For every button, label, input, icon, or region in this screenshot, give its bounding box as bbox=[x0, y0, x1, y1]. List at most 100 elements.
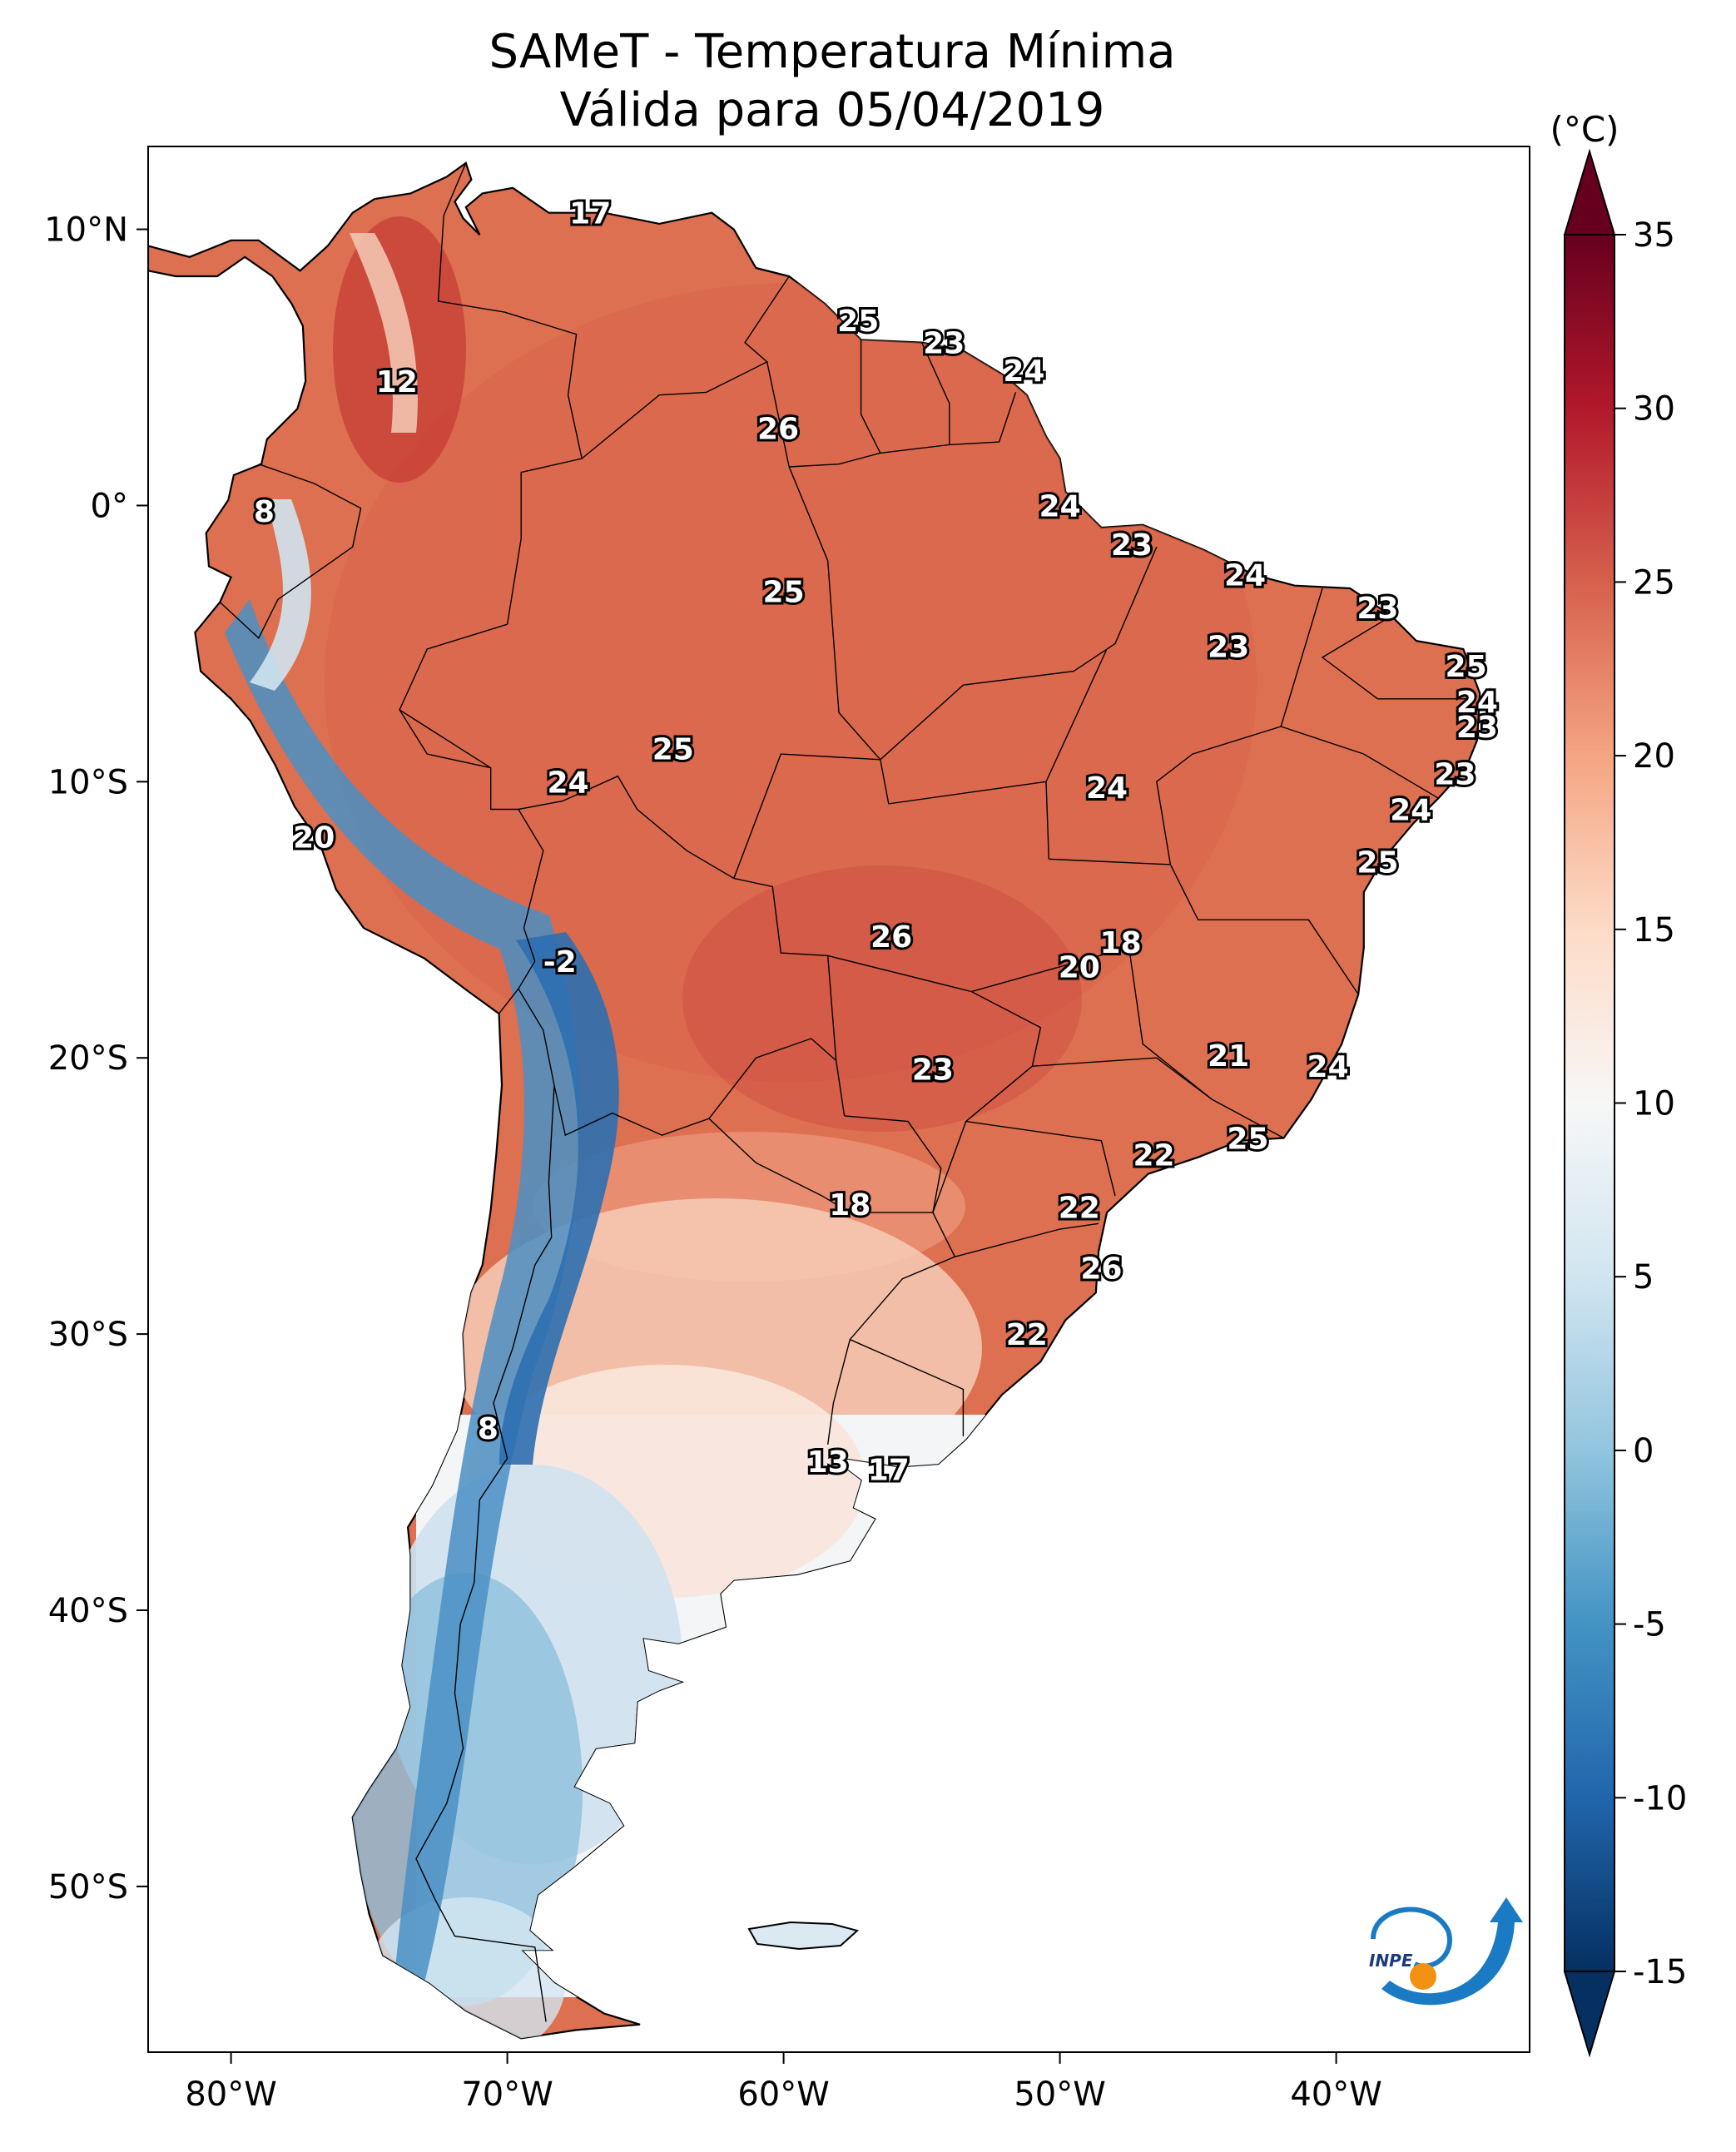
colorbar-tick-label: 15 bbox=[1633, 911, 1675, 950]
border-line bbox=[415, 1085, 555, 2022]
temperature-label: 17 bbox=[868, 1454, 910, 1488]
temperature-label: -2 bbox=[543, 945, 577, 979]
lat-tick-label: 0° bbox=[91, 487, 128, 525]
temperature-label: 24 bbox=[1307, 1050, 1349, 1084]
temperature-label: 18 bbox=[829, 1188, 870, 1222]
colorbar-tick-label: -15 bbox=[1633, 1953, 1687, 1991]
map-title: SAMeT - Temperatura Mínima Válida para 0… bbox=[0, 23, 1664, 140]
border-line bbox=[880, 342, 950, 454]
temperature-label: 25 bbox=[1446, 650, 1487, 684]
colorbar-tick-label: 25 bbox=[1633, 563, 1675, 602]
lon-tick-label: 40°W bbox=[1290, 2075, 1381, 2114]
border-line bbox=[766, 340, 881, 468]
colorbar-tick-label: -5 bbox=[1633, 1606, 1666, 1644]
temperature-label: 23 bbox=[1208, 631, 1249, 665]
temperature-label: 24 bbox=[1224, 558, 1266, 593]
temperature-label: 26 bbox=[870, 920, 912, 955]
border-line bbox=[219, 464, 362, 639]
temperature-label: 24 bbox=[1456, 686, 1498, 720]
temperature-label: 21 bbox=[1208, 1039, 1249, 1074]
latitude-axis: 10°N 0° 10°S 20°S 30°S 40°S 50°S bbox=[44, 211, 148, 1907]
logo-swoosh bbox=[1371, 1907, 1452, 1969]
temperature-label: 20 bbox=[1059, 951, 1100, 985]
border-line bbox=[1169, 864, 1359, 995]
border-line bbox=[827, 1212, 956, 1445]
border-line bbox=[1280, 726, 1439, 799]
colorbar-tick-label: 0 bbox=[1633, 1432, 1654, 1470]
temperature-label: 20 bbox=[293, 821, 335, 855]
border-line bbox=[399, 623, 544, 1014]
colorbar-tick-label: 30 bbox=[1633, 390, 1675, 429]
border-line bbox=[788, 466, 881, 761]
temperature-label: 8 bbox=[254, 495, 275, 529]
lat-tick-label: 10°S bbox=[48, 763, 128, 801]
temperature-label: 22 bbox=[1133, 1138, 1174, 1173]
political-borders bbox=[219, 162, 1475, 2022]
temperature-label: 23 bbox=[1111, 528, 1153, 563]
temperature-label: 18 bbox=[1100, 926, 1142, 960]
temperature-label: 24 bbox=[548, 766, 589, 800]
lat-tick-label: 10°N bbox=[44, 211, 128, 250]
temperature-label: 24 bbox=[1039, 489, 1081, 523]
colorbar-ticks: 35 30 25 20 15 10 5 0 -5 -10 -15 bbox=[1614, 216, 1687, 1991]
border-line bbox=[949, 392, 1017, 446]
temperature-label: 26 bbox=[1080, 1252, 1122, 1286]
border-line bbox=[850, 1339, 965, 1436]
temperature-label: 25 bbox=[652, 733, 694, 767]
colorbar-tick-label: 20 bbox=[1633, 737, 1675, 776]
border-line bbox=[880, 546, 1158, 761]
lat-tick-label: 50°S bbox=[48, 1868, 128, 1907]
temperature-label: 13 bbox=[807, 1445, 849, 1480]
colorbar-gradient bbox=[1564, 234, 1615, 1972]
temperature-label: 23 bbox=[923, 327, 965, 361]
temperature-label: 25 bbox=[1227, 1123, 1268, 1157]
temperature-label: 25 bbox=[763, 575, 805, 609]
border-line bbox=[965, 1120, 1116, 1197]
lon-tick-label: 80°W bbox=[185, 2075, 276, 2114]
title-line-1: SAMeT - Temperatura Mínima bbox=[489, 25, 1176, 79]
temperature-label: 24 bbox=[1390, 794, 1431, 828]
temperature-label: 22 bbox=[1006, 1318, 1048, 1352]
temperature-label: 25 bbox=[1357, 846, 1398, 880]
lon-tick-label: 70°W bbox=[461, 2075, 553, 2114]
border-line bbox=[1032, 1057, 1213, 1100]
border-line bbox=[971, 946, 1284, 1139]
lon-tick-label: 60°W bbox=[737, 2075, 829, 2114]
colorbar-tick-label: -10 bbox=[1633, 1779, 1687, 1817]
colorbar-top-arrow bbox=[1563, 148, 1616, 236]
colorbar: (°C) 35 30 25 20 15 10 5 0 -5 -10 -15 bbox=[1550, 109, 1687, 2058]
temperature-label: 24 bbox=[1003, 355, 1044, 389]
colorbar-tick-label: 35 bbox=[1633, 216, 1675, 255]
border-line bbox=[581, 275, 790, 459]
border-line bbox=[1045, 648, 1108, 782]
title-line-2: Válida para 05/04/2019 bbox=[559, 83, 1105, 137]
border-line bbox=[437, 162, 583, 625]
logo-sun bbox=[1410, 1963, 1436, 1990]
temperature-label: 12 bbox=[376, 365, 418, 399]
falkland-islands bbox=[747, 1921, 860, 1951]
border-line bbox=[518, 988, 837, 1137]
logo-arc bbox=[1381, 1897, 1523, 2006]
lat-tick-label: 40°S bbox=[48, 1592, 128, 1630]
temperature-label: 17 bbox=[569, 197, 611, 231]
colorbar-units: (°C) bbox=[1550, 109, 1619, 150]
border-line bbox=[955, 1222, 1099, 1257]
temperature-label: 23 bbox=[1456, 711, 1498, 745]
lon-tick-label: 50°W bbox=[1014, 2075, 1105, 2114]
temperature-label: 23 bbox=[912, 1054, 954, 1088]
colorbar-tick-label: 10 bbox=[1633, 1085, 1675, 1123]
logo-text: INPE bbox=[1369, 1951, 1413, 1971]
colorbar-bottom-arrow bbox=[1563, 1971, 1616, 2058]
temperature-label: 26 bbox=[757, 413, 799, 447]
border-line bbox=[399, 709, 492, 769]
temperature-label: 24 bbox=[1086, 771, 1128, 806]
temperature-label: 23 bbox=[1357, 592, 1398, 626]
temperature-label: 23 bbox=[1434, 757, 1476, 791]
longitude-axis: 80°W 70°W 60°W 50°W 40°W bbox=[185, 2052, 1382, 2114]
colorbar-tick-label: 5 bbox=[1633, 1258, 1654, 1297]
lat-tick-label: 20°S bbox=[48, 1039, 128, 1078]
inpe-logo: INPE bbox=[1369, 1897, 1523, 2006]
